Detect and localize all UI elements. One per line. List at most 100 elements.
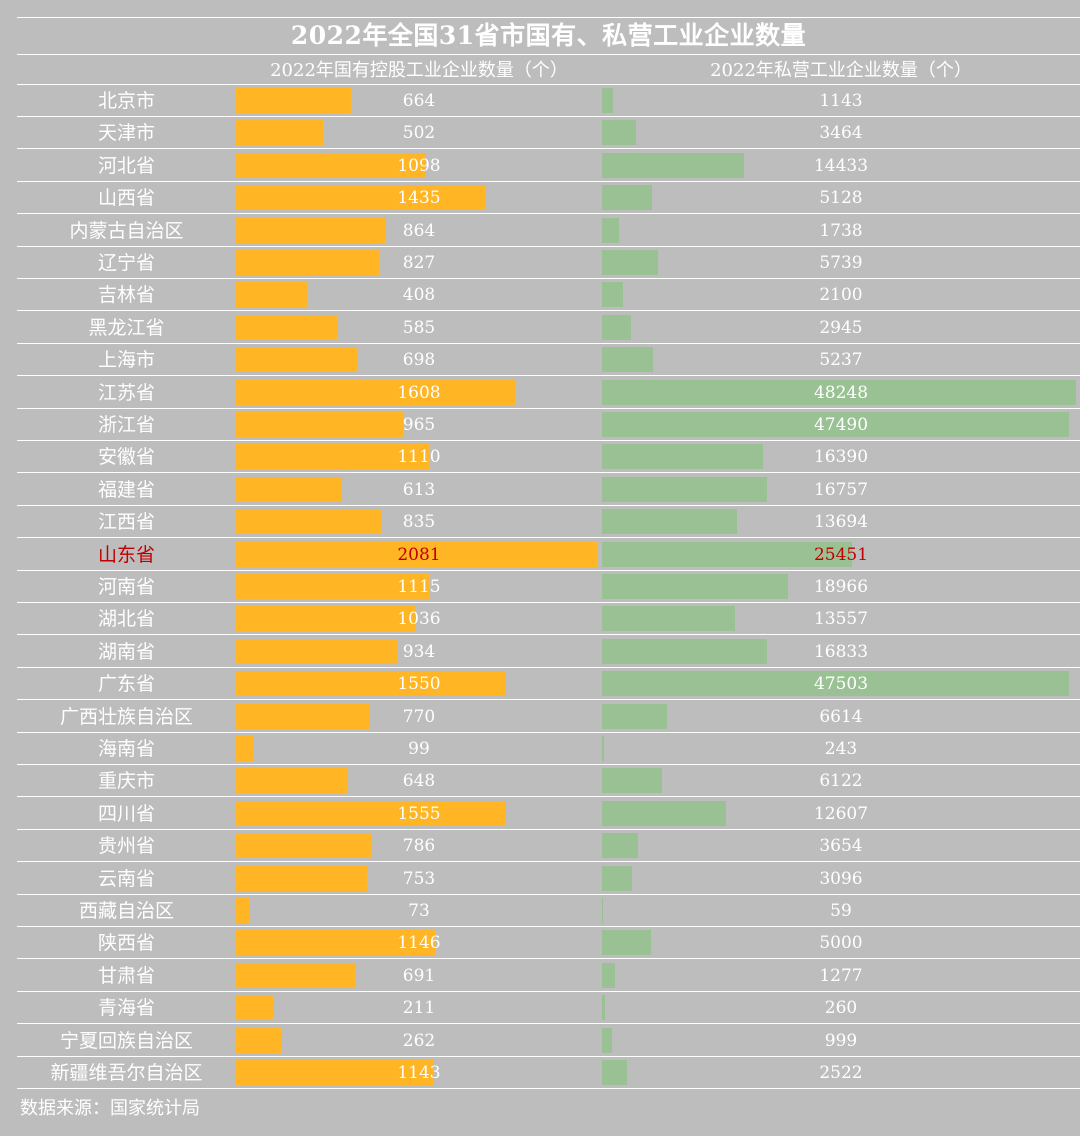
soe-bar xyxy=(236,152,427,178)
private-value-label: 16833 xyxy=(813,641,869,662)
private-bar xyxy=(602,1060,627,1085)
region-name: 宁夏回族自治区 xyxy=(59,1029,193,1052)
table-row: 海南省 99 243 xyxy=(17,733,1080,765)
private-bar xyxy=(602,995,605,1021)
soe-bar xyxy=(236,347,358,373)
table-row: 北京市 664 1143 xyxy=(17,85,1080,117)
soe-value-label: 262 xyxy=(402,1030,436,1051)
table-row: 内蒙古自治区 864 1738 xyxy=(17,215,1080,247)
private-value-label: 1738 xyxy=(819,220,863,241)
region-name: 江苏省 xyxy=(97,381,155,404)
private-bar xyxy=(602,833,638,859)
private-bar xyxy=(602,379,1076,405)
private-bar xyxy=(602,962,615,988)
private-bar xyxy=(602,314,631,340)
soe-bar xyxy=(236,1027,282,1053)
region-name: 河北省 xyxy=(97,154,155,177)
private-bar xyxy=(602,768,663,794)
soe-value-label: 770 xyxy=(402,706,436,727)
region-name: 福建省 xyxy=(97,478,155,501)
region-name: 广东省 xyxy=(97,673,155,696)
private-bar xyxy=(602,1027,612,1053)
region-name: 青海省 xyxy=(97,997,155,1020)
header-divider xyxy=(17,84,1080,85)
row-divider xyxy=(17,278,1080,279)
soe-value-label: 827 xyxy=(402,253,436,273)
soe-value-label: 835 xyxy=(402,512,436,533)
soe-bar xyxy=(236,574,430,599)
soe-bar xyxy=(236,865,367,891)
table-row: 四川省 1555 12607 xyxy=(17,798,1080,830)
soe-value-label: 1555 xyxy=(397,803,441,824)
soe-bar xyxy=(236,88,352,113)
private-value-label: 47503 xyxy=(813,674,869,695)
private-value-label: 260 xyxy=(824,998,858,1019)
private-bar xyxy=(602,574,789,599)
soe-bar xyxy=(236,541,597,567)
private-bar xyxy=(602,444,764,470)
private-value-label: 5739 xyxy=(819,253,863,273)
row-divider xyxy=(17,666,1080,668)
soe-value-label: 2081 xyxy=(397,544,441,565)
soe-value-label: 1110 xyxy=(397,447,441,468)
soe-bar xyxy=(236,444,429,470)
soe-value-label: 648 xyxy=(402,771,436,792)
region-name: 吉林省 xyxy=(97,284,155,307)
table-row: 云南省 753 3096 xyxy=(17,863,1080,895)
row-divider xyxy=(17,375,1080,377)
soe-bar xyxy=(236,379,515,405)
private-value-label: 1143 xyxy=(819,91,863,111)
title-divider xyxy=(17,54,1080,55)
soe-bar xyxy=(236,606,416,632)
region-name: 云南省 xyxy=(97,867,155,890)
soe-bar xyxy=(236,412,404,437)
row-divider xyxy=(17,569,1080,571)
row-divider xyxy=(17,1023,1080,1025)
region-name: 上海市 xyxy=(97,349,155,372)
table-row: 广东省 1550 47503 xyxy=(17,668,1080,701)
region-name: 辽宁省 xyxy=(97,252,155,274)
region-name: 湖北省 xyxy=(97,608,155,631)
row-divider xyxy=(17,731,1080,733)
region-name: 湖南省 xyxy=(97,640,155,663)
soe-bar xyxy=(236,671,505,697)
private-value-label: 5128 xyxy=(819,188,863,209)
private-bar xyxy=(602,541,853,567)
table-row: 青海省 211 260 xyxy=(17,992,1080,1025)
soe-value-label: 1098 xyxy=(397,155,441,176)
soe-bar xyxy=(236,509,381,535)
region-name: 浙江省 xyxy=(97,414,155,436)
soe-bar xyxy=(236,217,386,243)
table-row: 上海市 698 5237 xyxy=(17,344,1080,377)
soe-column-header: 2022年国有控股工业企业数量（个） xyxy=(270,60,568,81)
region-name: 海南省 xyxy=(97,738,155,760)
private-bar xyxy=(602,703,667,729)
region-name: 贵州省 xyxy=(97,835,155,858)
table-row: 天津市 502 3464 xyxy=(17,117,1080,150)
private-value-label: 6614 xyxy=(819,706,863,727)
region-name: 北京市 xyxy=(97,90,155,112)
row-divider xyxy=(17,180,1080,182)
soe-bar xyxy=(236,703,370,729)
soe-value-label: 753 xyxy=(402,868,436,889)
soe-value-label: 408 xyxy=(402,285,436,306)
source-note: 数据来源：国家统计局 xyxy=(20,1098,200,1119)
table-row: 湖南省 934 16833 xyxy=(17,636,1080,668)
region-name: 广西壮族自治区 xyxy=(59,705,193,728)
soe-bar xyxy=(236,768,349,794)
soe-bar xyxy=(236,476,343,502)
private-bar xyxy=(602,898,603,923)
private-value-label: 16390 xyxy=(813,447,869,468)
top-border xyxy=(17,17,1080,18)
soe-value-label: 585 xyxy=(402,317,436,338)
table-row: 浙江省 965 47490 xyxy=(17,409,1080,441)
row-divider xyxy=(17,472,1080,474)
row-divider xyxy=(17,634,1080,636)
region-name: 安徽省 xyxy=(97,446,155,469)
row-divider xyxy=(17,861,1080,863)
soe-value-label: 691 xyxy=(402,965,436,986)
row-divider xyxy=(17,926,1080,927)
row-divider xyxy=(17,116,1080,117)
